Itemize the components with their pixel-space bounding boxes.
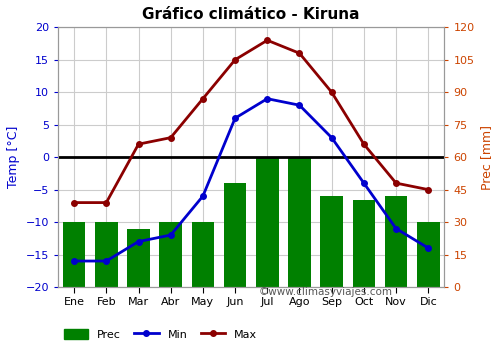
Bar [256, 157, 278, 287]
Y-axis label: Temp [°C]: Temp [°C] [7, 126, 20, 188]
Title: Gráfico climático - Kiruna: Gráfico climático - Kiruna [142, 7, 360, 22]
Bar [160, 222, 182, 287]
Bar [95, 222, 118, 287]
Bar [192, 222, 214, 287]
Bar [288, 157, 310, 287]
Bar [320, 196, 343, 287]
Bar [385, 196, 407, 287]
Y-axis label: Prec [mm]: Prec [mm] [480, 125, 493, 190]
Bar [352, 201, 375, 287]
Bar [63, 222, 86, 287]
Text: ©www.climasyviajes.com: ©www.climasyviajes.com [259, 287, 393, 298]
Bar [417, 222, 440, 287]
Bar [224, 183, 246, 287]
Legend: Prec, Min, Max: Prec, Min, Max [64, 329, 257, 340]
Bar [127, 229, 150, 287]
